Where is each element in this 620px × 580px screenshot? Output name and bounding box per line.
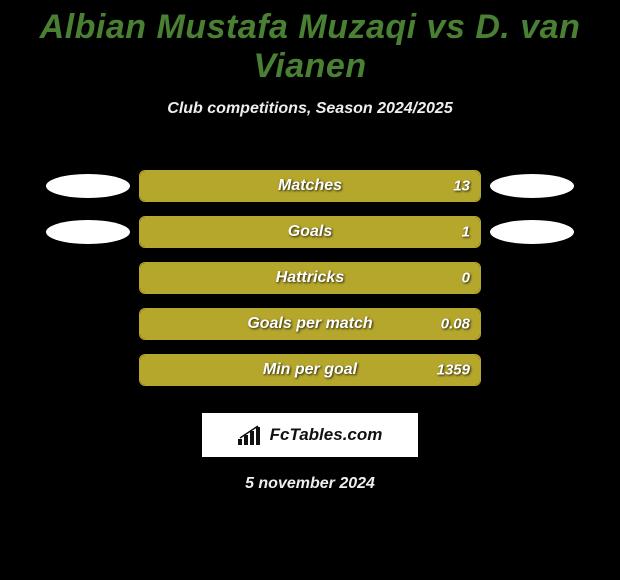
stat-value-right: 0 [462, 270, 470, 287]
subtitle: Club competitions, Season 2024/2025 [0, 100, 620, 118]
avatar-placeholder [490, 220, 574, 244]
page-title: Albian Mustafa Muzaqi vs D. van Vianen [0, 0, 620, 86]
stat-label: Min per goal [140, 361, 480, 379]
stat-bar: Min per goal1359 [139, 354, 481, 386]
stats-bars: Matches13 Goals1 Hattricks0 Goals per match… [0, 163, 620, 393]
stat-row: Goals1 [0, 209, 620, 255]
stat-value-right: 1 [462, 224, 470, 241]
stat-label: Hattricks [140, 269, 480, 287]
source-logo: FcTables.com [202, 413, 418, 457]
avatar-placeholder [490, 174, 574, 198]
stat-bar: Matches13 [139, 170, 481, 202]
bars-icon [238, 425, 262, 445]
player-left-placeholder [37, 220, 139, 244]
player-right-placeholder [481, 174, 583, 198]
stat-label: Goals per match [140, 315, 480, 333]
player-left-placeholder [37, 174, 139, 198]
stat-bar: Goals per match0.08 [139, 308, 481, 340]
stat-label: Matches [140, 177, 480, 195]
stat-value-right: 0.08 [441, 316, 470, 333]
stat-row: Matches13 [0, 163, 620, 209]
stat-row: Min per goal1359 [0, 347, 620, 393]
avatar-placeholder [46, 174, 130, 198]
date-text: 5 november 2024 [0, 475, 620, 493]
comparison-infographic: Albian Mustafa Muzaqi vs D. van Vianen C… [0, 0, 620, 580]
avatar-placeholder [46, 220, 130, 244]
logo-text: FcTables.com [270, 425, 383, 445]
player-right-placeholder [481, 220, 583, 244]
stat-value-right: 13 [453, 178, 470, 195]
stat-row: Hattricks0 [0, 255, 620, 301]
stat-row: Goals per match0.08 [0, 301, 620, 347]
stat-bar: Goals1 [139, 216, 481, 248]
stat-bar: Hattricks0 [139, 262, 481, 294]
stat-value-right: 1359 [437, 362, 470, 379]
stat-label: Goals [140, 223, 480, 241]
